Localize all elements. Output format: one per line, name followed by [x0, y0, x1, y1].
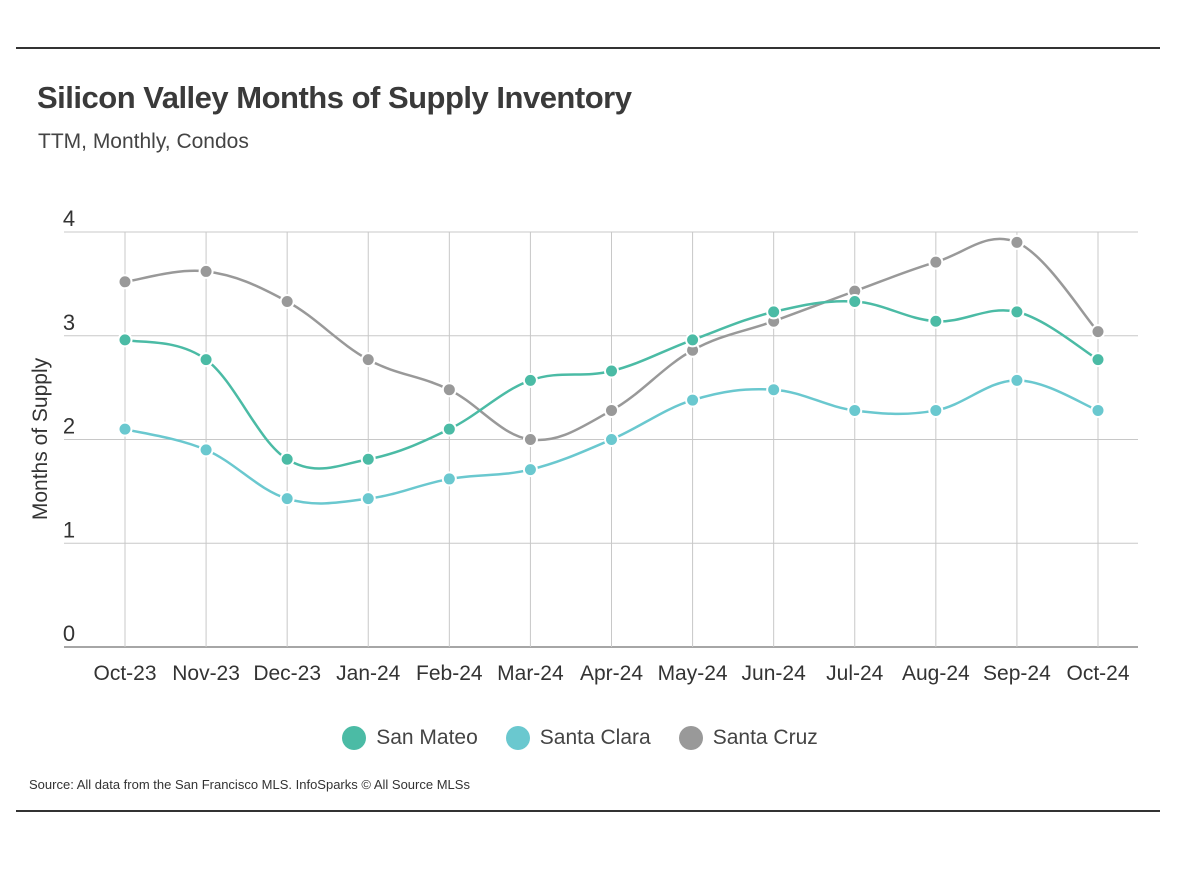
legend-swatch-san-mateo [342, 726, 367, 750]
chart-series [117, 234, 1106, 507]
data-point-santa-cruz [522, 432, 538, 447]
data-point-santa-clara [1009, 372, 1025, 388]
data-point-santa-cruz [441, 382, 457, 398]
data-point-santa-cruz [360, 352, 376, 368]
chart-grid [64, 231, 1138, 648]
chart-subtitle: TTM, Monthly, Condos [38, 130, 249, 153]
y-tick-label: 2 [63, 414, 75, 439]
data-point-san-mateo [1009, 304, 1025, 320]
data-point-san-mateo [198, 352, 214, 368]
data-point-santa-cruz [1009, 234, 1025, 250]
x-tick-label: Nov-23 [172, 662, 240, 685]
data-point-santa-clara [117, 421, 133, 437]
legend-label-santa-clara: Santa Clara [539, 726, 651, 749]
x-tick-label: Sep-24 [983, 662, 1051, 685]
data-point-san-mateo [279, 451, 295, 467]
data-point-santa-clara [685, 392, 701, 408]
y-tick-label: 4 [63, 206, 75, 231]
data-point-santa-clara [766, 382, 782, 398]
chart-legend: San Mateo Santa Clara Santa Cruz [0, 726, 1160, 750]
series-santa-clara [117, 372, 1106, 507]
source-note: Source: All data from the San Francisco … [29, 777, 470, 792]
data-point-santa-clara [198, 442, 214, 458]
data-point-san-mateo [441, 421, 457, 437]
chart-title: Silicon Valley Months of Supply Inventor… [37, 80, 632, 115]
data-point-santa-cruz [604, 402, 619, 418]
y-tick-label: 1 [63, 517, 75, 542]
data-point-santa-clara [360, 491, 376, 507]
y-tick-label: 0 [63, 621, 75, 646]
legend-item-santa-clara: Santa Clara [505, 726, 651, 750]
legend-label-santa-cruz: Santa Cruz [712, 726, 818, 749]
data-point-santa-clara [847, 402, 863, 418]
x-tick-label: May-24 [658, 662, 728, 685]
data-point-santa-clara [279, 491, 295, 507]
y-tick-label: 3 [63, 310, 75, 335]
data-point-san-mateo [360, 451, 376, 467]
data-point-san-mateo [1090, 352, 1106, 368]
x-tick-label: Dec-23 [253, 662, 321, 685]
x-tick-label: Apr-24 [580, 662, 643, 685]
legend-swatch-santa-cruz [678, 726, 703, 750]
data-point-santa-cruz [198, 263, 214, 279]
x-tick-label: Oct-23 [93, 662, 156, 685]
top-rule [16, 47, 1160, 49]
data-point-santa-clara [604, 432, 619, 447]
data-point-san-mateo [604, 363, 619, 379]
x-tick-label: Jun-24 [742, 662, 807, 685]
data-point-san-mateo [847, 294, 863, 310]
series-san-mateo [117, 294, 1106, 470]
data-point-santa-cruz [117, 274, 133, 290]
x-tick-label: Feb-24 [416, 662, 483, 685]
data-point-santa-clara [1090, 402, 1106, 418]
legend-item-san-mateo: San Mateo [342, 726, 478, 750]
data-point-santa-clara [441, 471, 457, 487]
x-tick-label: Jul-24 [826, 662, 884, 685]
data-point-san-mateo [766, 304, 782, 320]
x-tick-label: Mar-24 [497, 662, 564, 685]
data-point-santa-cruz [1090, 324, 1106, 340]
data-point-santa-cruz [928, 254, 944, 270]
x-tick-label: Oct-24 [1066, 662, 1129, 685]
legend-item-santa-cruz: Santa Cruz [678, 726, 818, 750]
data-point-san-mateo [685, 332, 701, 348]
legend-label-san-mateo: San Mateo [376, 726, 478, 749]
data-point-san-mateo [928, 313, 944, 329]
x-axis-ticks: Oct-23 Nov-23 Dec-23 Jan-24 Feb-24 Mar-24 Apr-… [93, 662, 1129, 685]
data-point-santa-cruz [279, 294, 295, 310]
y-axis-label: Months of Supply [29, 357, 52, 520]
data-point-santa-clara [928, 402, 944, 418]
x-tick-label: Jan-24 [336, 662, 401, 685]
legend-swatch-santa-clara [505, 726, 530, 750]
data-point-santa-clara [522, 462, 538, 478]
y-axis-ticks: 0 1 2 3 4 [63, 206, 75, 646]
bottom-rule [16, 810, 1160, 812]
data-point-san-mateo [522, 372, 538, 388]
x-tick-label: Aug-24 [902, 662, 970, 685]
data-point-san-mateo [117, 332, 133, 348]
